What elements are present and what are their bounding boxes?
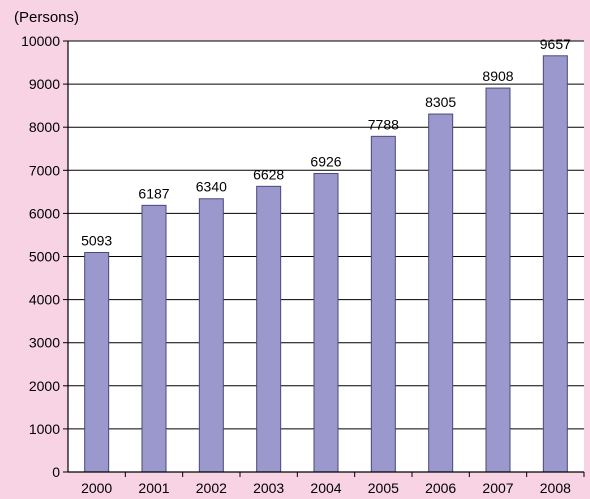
x-tick-label-2006: 2006: [425, 480, 456, 496]
bar-2004: [313, 172, 339, 473]
y-tick-label: 2000: [29, 378, 60, 394]
data-label-2003: 6628: [253, 166, 284, 182]
y-tick-label: 8000: [29, 119, 60, 135]
data-label-2005: 7788: [368, 116, 399, 132]
y-tick-label: 5000: [29, 249, 60, 265]
y-tick-label: 6000: [29, 205, 60, 221]
data-label-2007: 8908: [482, 68, 513, 84]
data-label-2002: 6340: [196, 179, 227, 195]
y-tick-label: 10000: [21, 33, 60, 49]
x-tick-label-2001: 2001: [138, 480, 169, 496]
y-tick-label: 4000: [29, 292, 60, 308]
bar-series: [84, 55, 568, 473]
x-tick-label-2008: 2008: [540, 480, 571, 496]
x-tick-label-2002: 2002: [196, 480, 227, 496]
bar-2003: [256, 185, 282, 473]
axes: 0 1000 2000 3000 4000 5000 6000 7000 8000 9000 100…: [21, 33, 585, 496]
bar-2005: [370, 135, 396, 473]
data-label-2001: 6187: [138, 185, 169, 201]
bar-2001: [141, 204, 167, 473]
data-label-2006: 8305: [425, 94, 456, 110]
bar-2002: [198, 198, 224, 473]
data-label-2008: 9657: [540, 36, 571, 52]
bar-2006: [428, 113, 454, 473]
y-tick-label: 7000: [29, 162, 60, 178]
bar-2008: [542, 55, 568, 473]
data-labels: 5093 6187 6340 6628 6926 7788 8305 8908 9657: [81, 36, 571, 249]
y-tick-label: 3000: [29, 335, 60, 351]
x-tick-label-2004: 2004: [310, 480, 341, 496]
y-axis-unit-label: (Persons): [14, 9, 79, 26]
x-tick-label-2000: 2000: [81, 480, 112, 496]
x-tick-label-2007: 2007: [482, 480, 513, 496]
y-tick-label: 0: [52, 464, 60, 480]
x-tick-label-2003: 2003: [253, 480, 284, 496]
y-tick-label: 9000: [29, 76, 60, 92]
x-tick-label-2005: 2005: [368, 480, 399, 496]
data-label-2000: 5093: [81, 232, 112, 248]
y-tick-label: 1000: [29, 421, 60, 437]
data-label-2004: 6926: [310, 153, 341, 169]
bar-2000: [84, 251, 110, 473]
bar-2007: [485, 87, 511, 473]
